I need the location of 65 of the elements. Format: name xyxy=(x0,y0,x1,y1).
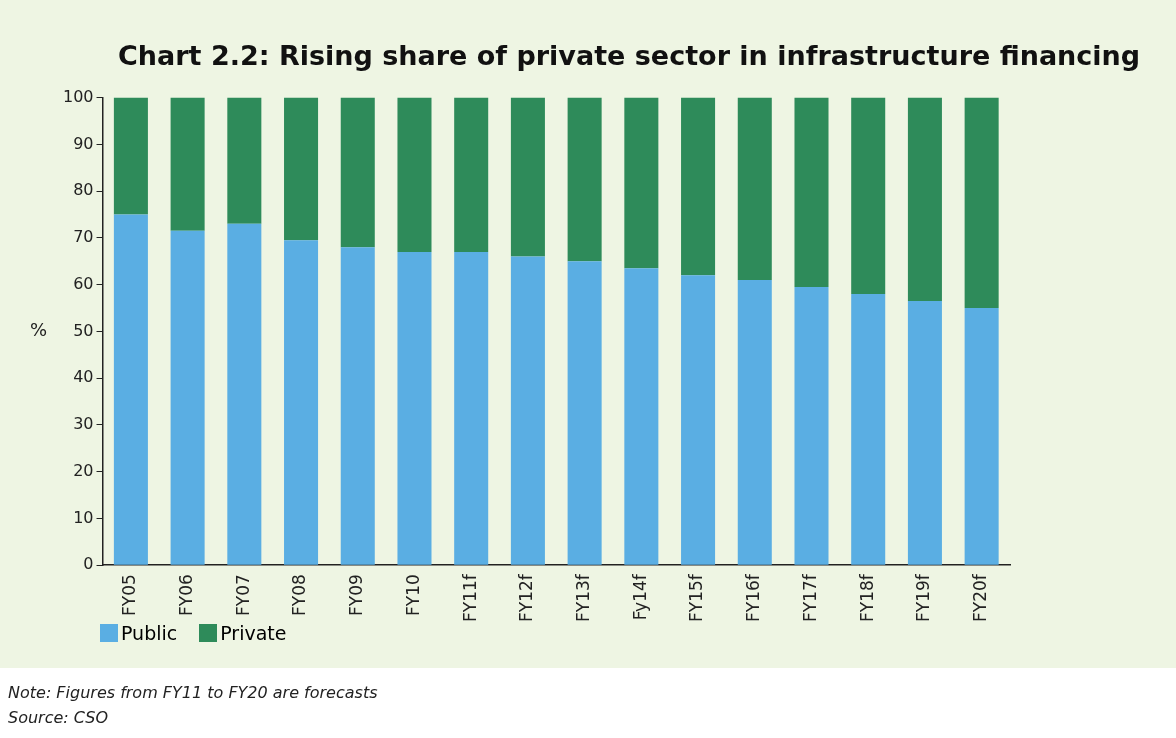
x-tick-label: FY15f xyxy=(686,573,707,622)
bar xyxy=(454,251,489,565)
bar xyxy=(567,97,602,262)
y-tick-label: 60 xyxy=(73,273,94,293)
x-tick-label: FY18f xyxy=(856,573,877,622)
bar xyxy=(737,97,772,280)
bar xyxy=(284,97,319,241)
bar xyxy=(340,247,375,565)
x-tick-label: FY12f xyxy=(516,573,537,622)
x-tick-label: FY05 xyxy=(119,574,140,617)
x-tick-label: FY11f xyxy=(459,573,480,622)
bar xyxy=(794,286,829,565)
y-tick-label: 80 xyxy=(73,180,94,200)
bar xyxy=(681,275,716,565)
bar xyxy=(624,268,659,565)
y-tick-label: 30 xyxy=(73,414,94,434)
chart-title: Chart 2.2: Rising share of private sector in infrastructure financing xyxy=(118,40,1141,71)
bar xyxy=(170,230,205,565)
x-tick-label: FY20f xyxy=(970,573,991,622)
text: Note: Figures from FY11 to FY20 are forecasts xyxy=(8,682,378,704)
bar xyxy=(284,240,319,565)
x-tick-label: FY08 xyxy=(289,574,310,617)
y-tick-label: 0 xyxy=(83,554,94,574)
x-tick-label: FY13f xyxy=(573,573,594,622)
bar xyxy=(510,97,545,257)
y-tick-label: 20 xyxy=(73,460,94,480)
y-tick-label: 10 xyxy=(73,507,94,527)
bar xyxy=(340,97,375,248)
bar xyxy=(964,97,999,309)
bar xyxy=(681,97,716,276)
bar xyxy=(170,97,205,231)
bar xyxy=(454,97,489,252)
source-note: Source: CSO xyxy=(8,707,109,729)
x-tick-label: FY06 xyxy=(176,574,197,617)
bar xyxy=(510,256,545,565)
legend-label: Private xyxy=(219,622,287,644)
y-tick-label: 50 xyxy=(73,320,94,340)
bar xyxy=(851,97,886,294)
x-tick-label: Fy14f xyxy=(629,573,650,621)
bar xyxy=(907,301,942,565)
y-tick-label: 90 xyxy=(73,133,94,153)
bar xyxy=(794,97,829,287)
y-tick-label: 100 xyxy=(62,86,94,106)
x-tick-label: FY16f xyxy=(743,573,764,622)
x-tick-label: FY10 xyxy=(402,574,423,617)
y-tick-label: 40 xyxy=(73,367,94,387)
bar xyxy=(907,97,942,302)
x-tick-label: FY17f xyxy=(799,573,820,622)
bar xyxy=(737,279,772,565)
bar xyxy=(227,223,262,565)
x-tick-label: FY09 xyxy=(346,574,367,617)
bar xyxy=(964,308,999,565)
bar xyxy=(624,97,659,269)
bar xyxy=(113,97,148,215)
bar xyxy=(113,214,148,565)
y-tick-label: 70 xyxy=(73,227,94,247)
bar xyxy=(397,251,432,565)
bar xyxy=(227,97,262,224)
legend-label: Public xyxy=(120,622,178,644)
bar xyxy=(851,294,886,565)
bar xyxy=(567,261,602,565)
x-tick-label: FY19f xyxy=(913,573,934,622)
x-tick-label: FY07 xyxy=(232,574,253,617)
bar xyxy=(397,97,432,252)
y-axis-title: % xyxy=(30,319,48,341)
